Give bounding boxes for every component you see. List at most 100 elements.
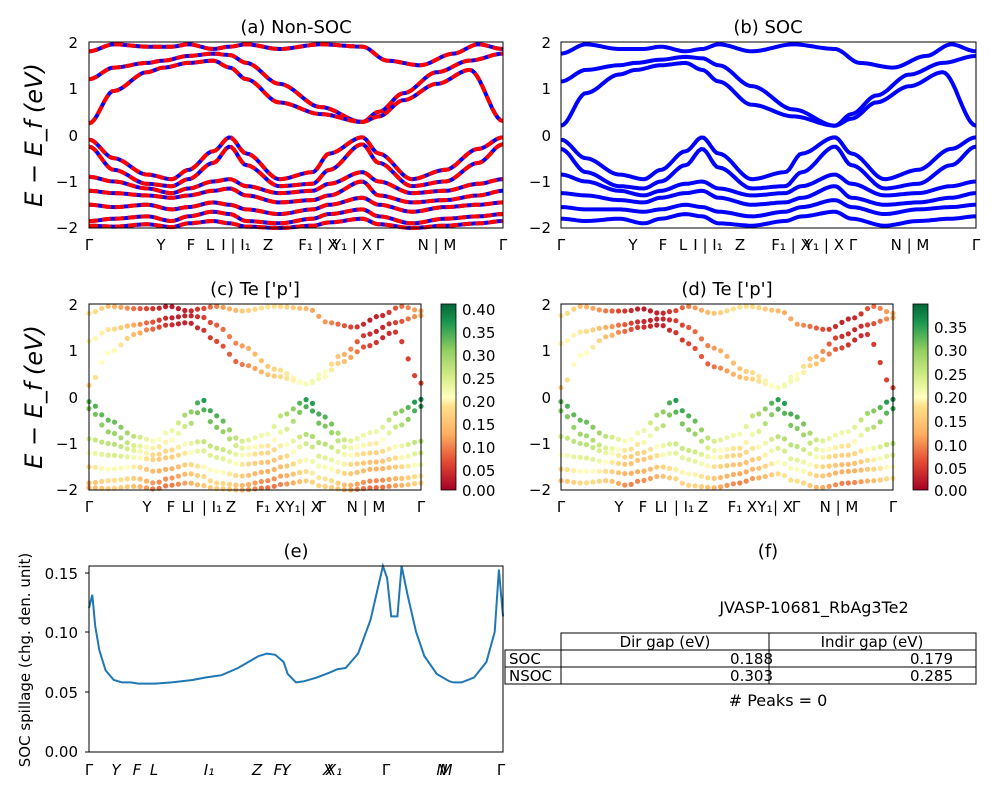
projection-dot bbox=[201, 464, 207, 470]
projection-dot bbox=[360, 468, 367, 474]
panel-d-cbar-tick: 0.15 bbox=[934, 413, 967, 431]
projection-dot bbox=[622, 308, 628, 314]
projection-dot bbox=[794, 478, 800, 484]
panel-c-xtick: Γ bbox=[417, 498, 426, 516]
band-line-down bbox=[88, 42, 504, 68]
projection-dot bbox=[871, 457, 877, 463]
projection-dot bbox=[201, 407, 207, 413]
projection-dot bbox=[156, 305, 162, 311]
projection-dot bbox=[329, 367, 335, 373]
panel-f-title: (f) bbox=[758, 541, 778, 562]
projection-dot bbox=[571, 468, 577, 474]
projection-dot bbox=[124, 335, 130, 341]
projection-dot bbox=[845, 461, 851, 467]
projection-dot bbox=[316, 483, 322, 489]
projection-dot bbox=[316, 475, 322, 481]
panel-a-ytick: 0 bbox=[68, 127, 78, 145]
projection-dot bbox=[201, 473, 207, 480]
projection-dot bbox=[239, 445, 245, 451]
projection-dot bbox=[756, 465, 762, 471]
projection-dot bbox=[698, 336, 705, 342]
panel-c-yticks: 2 1 0 −1 −2 bbox=[56, 296, 78, 499]
projection-dot bbox=[137, 455, 143, 461]
projection-dot bbox=[749, 304, 756, 310]
projection-dot bbox=[239, 482, 245, 488]
projection-dot bbox=[718, 437, 724, 443]
projection-dot bbox=[105, 327, 111, 333]
projection-dot bbox=[820, 454, 826, 460]
projection-dot bbox=[137, 443, 143, 449]
projection-dot bbox=[92, 479, 98, 486]
projection-dot bbox=[284, 411, 290, 417]
projection-dot bbox=[111, 441, 118, 447]
projection-dot bbox=[737, 480, 743, 486]
table-cell: 0.285 bbox=[910, 667, 953, 685]
projection-dot bbox=[724, 368, 730, 374]
projection-dot bbox=[111, 477, 118, 483]
projection-dot bbox=[666, 412, 673, 418]
projection-dot bbox=[775, 459, 781, 465]
projection-dot bbox=[826, 351, 832, 357]
panel-d-xtick: Y₁ bbox=[756, 498, 772, 516]
panel-c-cbar-tick: 0.05 bbox=[462, 462, 495, 480]
projection-dot bbox=[858, 479, 864, 485]
projection-dot bbox=[265, 485, 271, 491]
projection-dot bbox=[354, 461, 360, 467]
projection-dot bbox=[220, 480, 226, 487]
projection-dot bbox=[169, 304, 175, 310]
projection-dot bbox=[214, 424, 220, 430]
projection-dot bbox=[788, 465, 794, 471]
projection-dot bbox=[214, 322, 220, 328]
projection-dot bbox=[207, 478, 213, 484]
panel-e-ytickmarks bbox=[85, 572, 89, 753]
panel-e-ylabel: SOC spillage (chg. den. unit) bbox=[16, 553, 34, 768]
panel-c-ylabel: E − E_f (eV) bbox=[20, 325, 48, 469]
projection-dot bbox=[182, 412, 188, 418]
projection-dot bbox=[124, 484, 130, 490]
projection-dot bbox=[399, 443, 405, 449]
projection-dot bbox=[711, 438, 717, 444]
panel-a-xtick: I | I₁ bbox=[221, 236, 250, 254]
projection-dot bbox=[329, 457, 335, 463]
projection-dot bbox=[265, 459, 271, 465]
projection-dot bbox=[603, 334, 609, 340]
projection-dot bbox=[737, 374, 743, 380]
projection-dot bbox=[207, 419, 213, 425]
projection-dot bbox=[214, 338, 220, 344]
projection-dot bbox=[583, 433, 590, 439]
projection-dot bbox=[730, 481, 737, 487]
projection-dot bbox=[169, 437, 175, 443]
projection-dot bbox=[858, 323, 864, 329]
projection-dot bbox=[322, 464, 328, 470]
projection-dot bbox=[380, 448, 386, 454]
panel-e-xtick: I₁ bbox=[204, 761, 214, 779]
projection-dot bbox=[386, 465, 392, 471]
projection-dot bbox=[99, 465, 105, 471]
projection-dot bbox=[781, 400, 788, 406]
projection-dot bbox=[118, 325, 124, 331]
projection-dot bbox=[392, 444, 399, 450]
projection-dot bbox=[826, 454, 832, 460]
projection-dot bbox=[175, 306, 181, 312]
projection-dot bbox=[405, 475, 411, 481]
projection-dot bbox=[826, 326, 832, 332]
projection-dot bbox=[794, 457, 800, 463]
projection-dot bbox=[884, 453, 890, 459]
projection-dot bbox=[877, 318, 883, 324]
projection-dot bbox=[686, 447, 692, 454]
panel-e-ytick: 0.10 bbox=[45, 624, 78, 642]
projection-dot bbox=[832, 323, 839, 330]
projection-dot bbox=[150, 445, 156, 451]
projection-dot bbox=[622, 461, 628, 467]
projection-dot bbox=[884, 316, 890, 322]
projection-dot bbox=[641, 449, 647, 455]
projection-dot bbox=[316, 372, 322, 378]
projection-dot bbox=[271, 423, 277, 430]
projection-dot bbox=[673, 466, 679, 472]
projection-dot bbox=[329, 320, 335, 326]
projection-dot bbox=[92, 411, 98, 417]
projection-dot bbox=[807, 440, 813, 446]
projection-dot bbox=[277, 429, 284, 435]
panel-d-yticks: 2 1 0 −1 −2 bbox=[529, 296, 551, 499]
projection-dot bbox=[137, 306, 143, 312]
